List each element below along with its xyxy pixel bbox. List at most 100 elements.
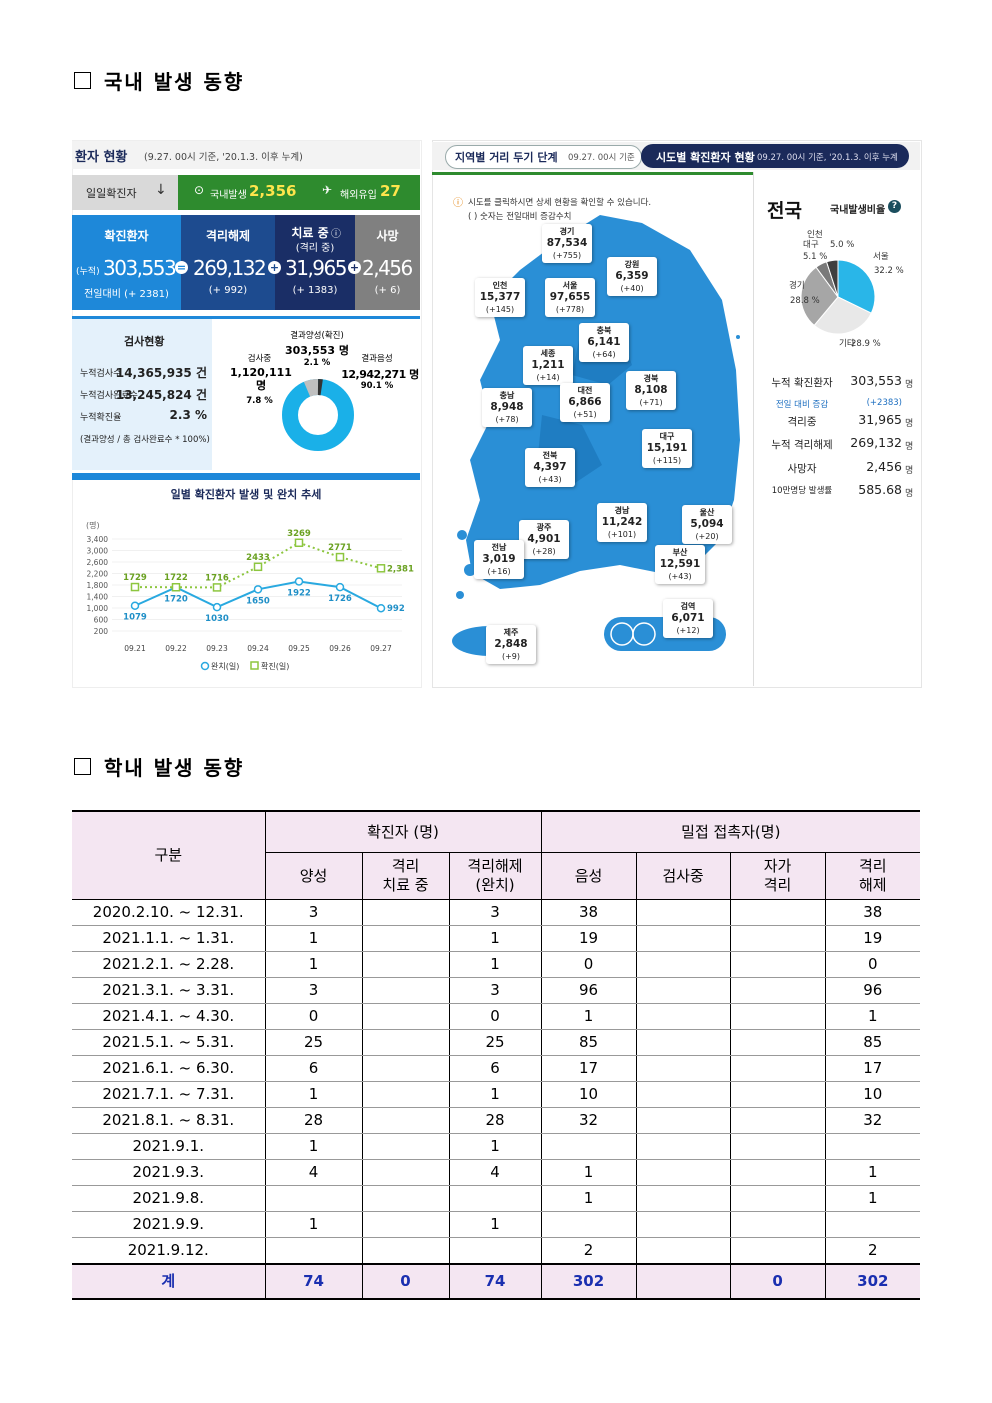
table-row: 2021.7.1. ~ 7.31. 1 1 10 10 bbox=[72, 1081, 921, 1108]
region-box[interactable]: 충북 6,141 (+64) bbox=[579, 323, 629, 362]
tests-title: 검사현황 bbox=[124, 335, 165, 348]
table-cell bbox=[729, 1159, 826, 1186]
table-cell: 17 bbox=[540, 1055, 637, 1082]
tab-label[interactable]: 지역별 거리 두기 단계 bbox=[455, 151, 558, 164]
status-title: 환자 현황 bbox=[75, 150, 128, 165]
tab-active[interactable] bbox=[641, 144, 909, 168]
pie-value-label: 5.1 % bbox=[803, 252, 827, 262]
region-name: 광주 bbox=[536, 523, 552, 532]
total-cell bbox=[635, 1263, 731, 1300]
region-name: 강원 bbox=[624, 260, 640, 269]
region-name: 경북 bbox=[643, 374, 659, 383]
region-change: (+755) bbox=[552, 251, 582, 260]
tab-label[interactable]: 시도별 확진환자 현황 bbox=[656, 151, 755, 164]
table-row: 2021.4.1. ~ 4.30. 0 0 1 1 bbox=[72, 1003, 921, 1030]
region-box[interactable]: 강원 6,359 (+40) bbox=[607, 257, 657, 296]
stat-label: 전일 대비 증감 bbox=[775, 400, 829, 410]
region-box[interactable]: 대전 6,866 (+51) bbox=[560, 383, 610, 422]
point bbox=[130, 582, 140, 592]
region-box[interactable]: 경남 11,242 (+101) bbox=[597, 503, 647, 542]
equals-icon: = bbox=[175, 261, 188, 274]
region-count: 1,211 bbox=[531, 359, 565, 371]
stat-unit: 명 bbox=[905, 489, 914, 499]
header-cell: 밀접 접촉자(명) bbox=[540, 810, 921, 853]
table-cell: 19 bbox=[824, 925, 921, 952]
region-box[interactable]: 전북 4,397 (+43) bbox=[525, 448, 575, 487]
table-cell bbox=[361, 899, 450, 926]
y-tick-label: 3,000 bbox=[87, 547, 109, 556]
table-cell: 2021.9.9. bbox=[72, 1211, 266, 1238]
x-tick-label: 09.27 bbox=[370, 644, 392, 653]
region-box[interactable]: 광주 4,901 (+28) bbox=[519, 520, 569, 559]
section-title: 국내 발생 동향 bbox=[104, 70, 245, 94]
value-label: 2771 bbox=[328, 543, 352, 553]
table-cell: 1 bbox=[540, 1003, 637, 1030]
map-island bbox=[456, 591, 464, 599]
region-box[interactable]: 충남 8,948 (+78) bbox=[482, 388, 532, 427]
region-box[interactable]: 세종 1,211 (+14) bbox=[523, 346, 573, 385]
region-count: 6,866 bbox=[568, 396, 602, 408]
value-label: 992 bbox=[387, 604, 405, 614]
region-change: (+115) bbox=[652, 456, 682, 465]
pending-label: 검사중 bbox=[247, 354, 272, 364]
table-cell bbox=[635, 1159, 731, 1186]
point bbox=[335, 552, 345, 562]
table-cell bbox=[635, 1029, 731, 1056]
table-cell bbox=[635, 1237, 731, 1265]
region-box[interactable]: 인천 15,377 (+145) bbox=[475, 278, 525, 317]
table-cell bbox=[361, 1081, 450, 1108]
table-cell: 32 bbox=[540, 1107, 637, 1134]
value-label: 2433 bbox=[246, 553, 270, 563]
stat-label: 누적 격리해제 bbox=[771, 439, 833, 451]
test-label: 누적확진율 bbox=[80, 413, 122, 423]
table-cell bbox=[635, 1081, 731, 1108]
region-box[interactable]: 대구 15,191 (+115) bbox=[642, 429, 692, 468]
region-box[interactable]: 경기 87,534 (+755) bbox=[542, 224, 592, 263]
table-cell bbox=[264, 1237, 363, 1265]
tab-date: 09.27. 00시 기준 bbox=[568, 153, 635, 163]
stat-label: 사망자 bbox=[787, 463, 817, 475]
stat-unit: 명 bbox=[905, 442, 914, 452]
region-box[interactable]: 전남 3,019 (+16) bbox=[474, 540, 524, 579]
table-cell bbox=[635, 1133, 731, 1160]
trend-chart: 일별 확진환자 발생 및 완치 추세 (명) 200 600 1,000 1,400 1,8… bbox=[86, 487, 414, 671]
region-box[interactable]: 부산 12,591 (+43) bbox=[655, 545, 705, 584]
region-box[interactable]: 경북 8,108 (+71) bbox=[626, 371, 676, 410]
test-value: 14,365,935 건 bbox=[115, 366, 207, 380]
deaths-label: 사망 bbox=[376, 229, 399, 243]
treating-box bbox=[275, 215, 355, 310]
x-tick-label: 09.23 bbox=[206, 644, 228, 653]
total-cell: 74 bbox=[448, 1263, 542, 1300]
region-box[interactable]: 검역 6,071 (+12) bbox=[663, 599, 713, 638]
table-cell: 85 bbox=[824, 1029, 921, 1056]
table-cell: 32 bbox=[824, 1107, 921, 1134]
region-count: 4,901 bbox=[527, 533, 561, 545]
table-cell: 1 bbox=[448, 925, 542, 952]
table-cell: 2021.6.1. ~ 6.30. bbox=[72, 1055, 266, 1082]
region-count: 2,848 bbox=[494, 638, 528, 650]
table-cell bbox=[448, 1185, 542, 1212]
table-cell bbox=[824, 1133, 921, 1160]
tab[interactable] bbox=[445, 145, 642, 169]
y-tick-label: 1,400 bbox=[87, 593, 109, 602]
test-value: 2.3 % bbox=[169, 408, 207, 422]
region-box[interactable]: 서울 97,655 (+778) bbox=[545, 278, 595, 317]
table-cell: 2020.2.10. ~ 12.31. bbox=[72, 899, 266, 926]
region-count: 8,108 bbox=[634, 384, 668, 396]
table-cell: 1 bbox=[448, 1211, 542, 1238]
table-cell bbox=[635, 1107, 731, 1134]
section-title: 학내 발생 동향 bbox=[104, 756, 245, 780]
table-cell bbox=[635, 951, 731, 978]
region-name: 대구 bbox=[659, 432, 675, 441]
region-box[interactable]: 제주 2,848 (+9) bbox=[486, 625, 536, 664]
overseas-value: 27 bbox=[380, 182, 401, 200]
stat-value: 2,456 bbox=[866, 459, 902, 474]
region-count: 6,071 bbox=[671, 612, 705, 624]
table-cell bbox=[264, 1185, 363, 1212]
table-cell: 2021.5.1. ~ 5.31. bbox=[72, 1029, 266, 1056]
ratio-label: 국내발생비율 bbox=[830, 205, 886, 216]
region-box[interactable]: 울산 5,094 (+20) bbox=[682, 505, 732, 544]
table-cell bbox=[448, 1237, 542, 1265]
total-cell: 0 bbox=[361, 1263, 450, 1300]
point bbox=[294, 538, 304, 548]
